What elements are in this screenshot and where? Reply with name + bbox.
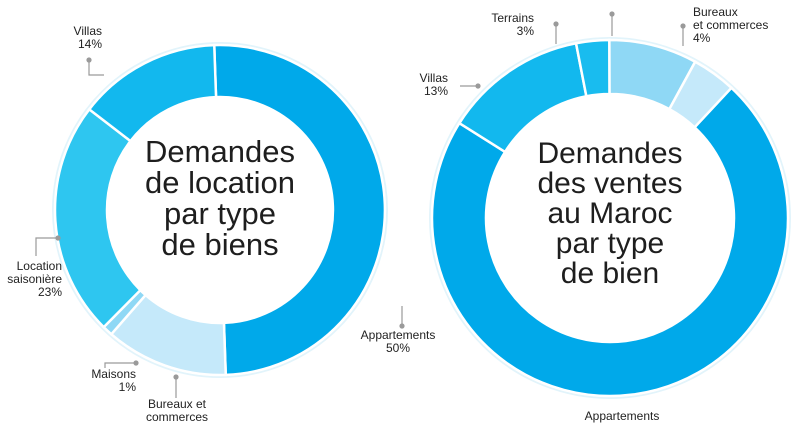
slice-label: Appartements 50%	[361, 328, 436, 355]
slice-label-line: Appartements	[361, 328, 436, 342]
slice-label-line: 3%	[517, 24, 535, 38]
slice-label: Bureaux et commerces	[146, 397, 208, 423]
center-title-line: de bien	[561, 257, 659, 290]
slice-label-line: Villas	[74, 24, 102, 38]
center-title-line: des ventes	[537, 167, 682, 200]
slice-label-line: Maisons	[91, 367, 136, 381]
slice-label-line: 23%	[38, 285, 62, 299]
chart-halo	[52, 42, 388, 378]
center-title: Demandes des ventes au Maroc par type de bie…	[537, 137, 682, 290]
slice-label-line: saisonière	[7, 272, 62, 286]
slice-label-line: 14%	[78, 37, 102, 51]
slice-label: Maisons 1%	[91, 367, 136, 394]
center-title-line: Demandes	[537, 137, 682, 170]
slice-label: Villas 14%	[74, 24, 103, 51]
donut-slice	[430, 86, 790, 398]
center-title-line: par type	[164, 196, 276, 231]
slice-label-line: Location	[17, 259, 62, 273]
slice-label-line: 50%	[386, 341, 410, 355]
chart-halo	[429, 37, 791, 399]
slice-label-line: Terrains	[491, 11, 534, 25]
slice-label-line: commerces	[146, 410, 208, 423]
slice-label-line: Bureaux	[693, 5, 738, 19]
slice-label: Terrains 3%	[491, 11, 534, 38]
donut-slice	[212, 43, 386, 377]
leader-dot	[475, 83, 481, 89]
leader-line	[35, 237, 58, 256]
leader-dot	[609, 11, 615, 17]
slice-label: Bureaux et commerces 4%	[693, 5, 768, 45]
leader-dot	[55, 235, 61, 241]
donut-chart-2: Appartements Villas 13% Terrains 3% Bureaux et…	[420, 5, 791, 423]
leader-dot	[680, 23, 686, 29]
donut-slice	[87, 43, 218, 143]
center-title-line: au Maroc	[547, 197, 672, 230]
slice-label-line: Bureaux et	[148, 397, 207, 411]
slice-label-line: 4%	[693, 31, 711, 45]
slice-label-line: et commerces	[693, 18, 768, 32]
center-title-line: de location	[145, 165, 295, 200]
slice-label-line: Villas	[420, 71, 448, 85]
slice-label: Location saisonière 23%	[7, 259, 62, 299]
slice-label-line: 1%	[119, 380, 137, 394]
center-title: Demandes de location par type de biens	[145, 134, 295, 262]
slice-label: Appartements	[585, 409, 660, 423]
leader-dot	[553, 21, 559, 27]
donut-chart-1: Appartements 50% Bureaux et commerces Maison…	[7, 24, 435, 423]
leader-dot	[399, 323, 405, 329]
center-title-line: Demandes	[145, 134, 295, 169]
leader-dot	[133, 360, 139, 366]
leader-line	[88, 60, 104, 76]
donut-slice	[667, 60, 734, 130]
leader-dot	[173, 374, 179, 380]
slice-label: Villas 13%	[420, 71, 449, 98]
center-title-line: de biens	[161, 227, 278, 262]
slice-label-line: Appartements	[585, 409, 660, 423]
slice-label-line: 13%	[424, 84, 448, 98]
leader-dot	[86, 57, 92, 63]
leader-line	[104, 362, 136, 368]
center-title-line: par type	[556, 227, 664, 260]
